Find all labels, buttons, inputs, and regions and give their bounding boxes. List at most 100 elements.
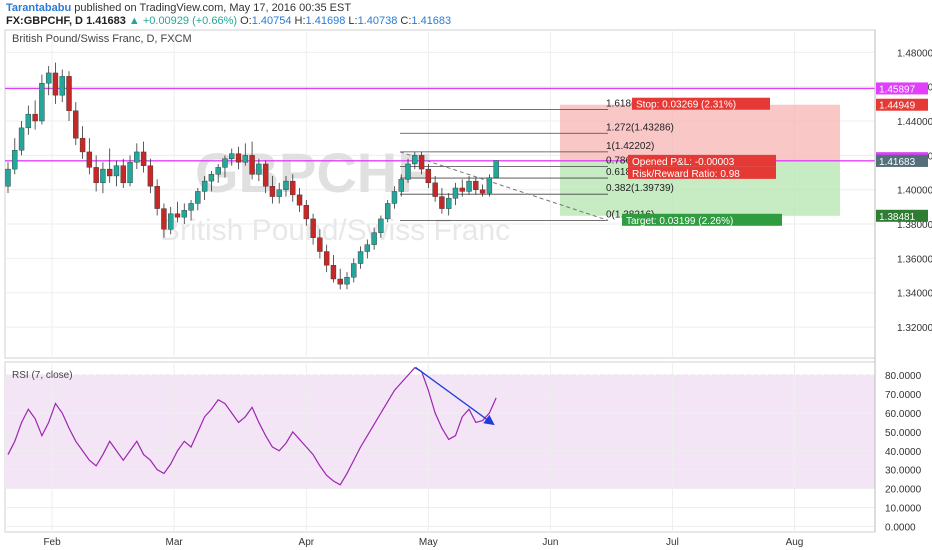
chart-canvas[interactable]: British Pound/Swiss Franc, D, FXCM GBPCH… <box>0 28 932 550</box>
watermark-name: British Pound/Swiss Franc <box>160 214 510 247</box>
open-label: O: <box>240 15 252 27</box>
candle-down <box>432 182 438 197</box>
rr-label-bg <box>628 166 776 179</box>
candle-up <box>256 163 262 175</box>
candle-down <box>418 155 425 170</box>
rsi-y-tick-label: 10.0000 <box>885 503 922 514</box>
author-link[interactable]: Tarantababu <box>6 2 72 14</box>
rsi-y-tick-label: 70.0000 <box>885 390 922 401</box>
candle-up <box>25 113 32 129</box>
target-label-bg <box>622 213 782 226</box>
candle-down <box>459 187 465 192</box>
close-value: 1.41683 <box>411 15 452 27</box>
rsi-pane[interactable]: RSI (7, close) <box>7 366 497 486</box>
position-labels: Stop: 0.03269 (2.31%) Opened P&L: -0.0000… <box>622 97 782 227</box>
candle-up <box>168 213 174 230</box>
fib-trend-line <box>399 151 609 221</box>
price-label: 1.41683 <box>879 157 916 168</box>
candle-up <box>466 180 472 192</box>
candle-down <box>317 237 323 252</box>
rsi-title: RSI (7, close) <box>12 370 73 381</box>
candles <box>5 62 499 290</box>
x-tick-label: May <box>419 537 438 548</box>
candle-up <box>493 160 499 178</box>
candle-up <box>452 187 459 199</box>
last-price: 1.41683 <box>86 15 126 27</box>
candle-down <box>269 186 276 197</box>
candle-up <box>398 179 404 192</box>
publish-line: Tarantababu published on TradingView.com… <box>6 2 351 14</box>
candle-up <box>215 167 221 175</box>
x-tick-label: Jul <box>666 537 679 548</box>
rsi-y-tick-label: 30.0000 <box>885 466 922 477</box>
x-tick-label: Jun <box>542 537 558 548</box>
candle-up <box>364 244 371 252</box>
candle-down <box>93 167 99 184</box>
candle-up <box>391 191 398 204</box>
candle-down <box>290 180 296 196</box>
candle-up <box>351 263 357 278</box>
candle-up <box>201 180 208 192</box>
x-tick-label: Mar <box>165 537 183 548</box>
candle-down <box>323 251 330 266</box>
x-tick-label: Apr <box>299 537 315 548</box>
rsi-y-tick-label: 20.0000 <box>885 485 922 496</box>
low-value: 1.40738 <box>357 15 398 27</box>
fib-label: 1(1.42202) <box>606 141 654 152</box>
candle-down <box>425 168 432 184</box>
candle-up <box>59 76 65 96</box>
candle-up <box>412 155 418 165</box>
stop-label: Stop: 0.03269 (2.31%) <box>636 100 736 111</box>
pnl-label-bg <box>628 154 776 167</box>
candle-up <box>242 155 249 163</box>
candle-down <box>473 180 479 190</box>
candle-up <box>39 83 45 122</box>
price-label: 1.45897 <box>879 84 916 95</box>
candle-down <box>120 165 126 184</box>
price-label-bg <box>876 154 928 167</box>
rsi-y-tick-label: 60.0000 <box>885 409 922 420</box>
candle-up <box>357 251 364 264</box>
rsi-y-tick-label: 80.0000 <box>885 371 922 382</box>
candle-down <box>154 186 160 209</box>
price-label-bg <box>876 209 928 222</box>
candle-down <box>52 72 59 96</box>
high-label: H: <box>294 15 306 27</box>
x-tick-label: Aug <box>786 537 804 548</box>
y-tick-label: 1.34000 <box>897 289 932 300</box>
stop-zone <box>560 104 840 161</box>
candle-down <box>296 194 303 206</box>
stop-label-bg <box>632 97 770 110</box>
price-pane[interactable]: British Pound/Swiss Franc, D, FXCM GBPCH… <box>5 33 875 290</box>
grid-lines <box>4 29 876 533</box>
y-tick-label: 1.48000 <box>897 48 932 59</box>
candle-up <box>100 168 106 184</box>
candle-up <box>181 210 187 218</box>
candle-up <box>446 198 452 209</box>
candle-down <box>161 208 167 230</box>
candle-up <box>229 153 235 159</box>
candle-down <box>66 76 72 111</box>
y-tick-label: 1.44000 <box>897 117 932 128</box>
fib-label: 0.382(1.39739) <box>606 183 674 194</box>
y-tick-label: 1.36000 <box>897 254 932 265</box>
y-tick-label: 1.32000 <box>897 323 932 334</box>
candle-up <box>405 163 411 180</box>
candle-up <box>134 151 140 163</box>
change-arrow-icon: ▲ <box>128 15 140 27</box>
candle-up <box>18 127 25 151</box>
low-label: L: <box>348 15 358 27</box>
price-label-bg <box>876 98 928 111</box>
publish-info: published on TradingView.com, May 17, 20… <box>74 2 352 14</box>
candle-down <box>262 163 269 187</box>
y-tick-label: 1.38000 <box>897 220 932 231</box>
candle-down <box>330 265 337 280</box>
candle-up <box>222 158 228 168</box>
y-tick-label: 1.40000 <box>897 186 932 197</box>
candle-up <box>195 191 201 204</box>
candle-down <box>32 113 38 122</box>
candle-down <box>310 218 316 238</box>
quote-line: FX:GBPCHF, D 1.41683 ▲ +0.00929 (+0.66%)… <box>6 15 451 27</box>
divergence-arrow <box>415 366 495 426</box>
open-value: 1.40754 <box>251 15 292 27</box>
